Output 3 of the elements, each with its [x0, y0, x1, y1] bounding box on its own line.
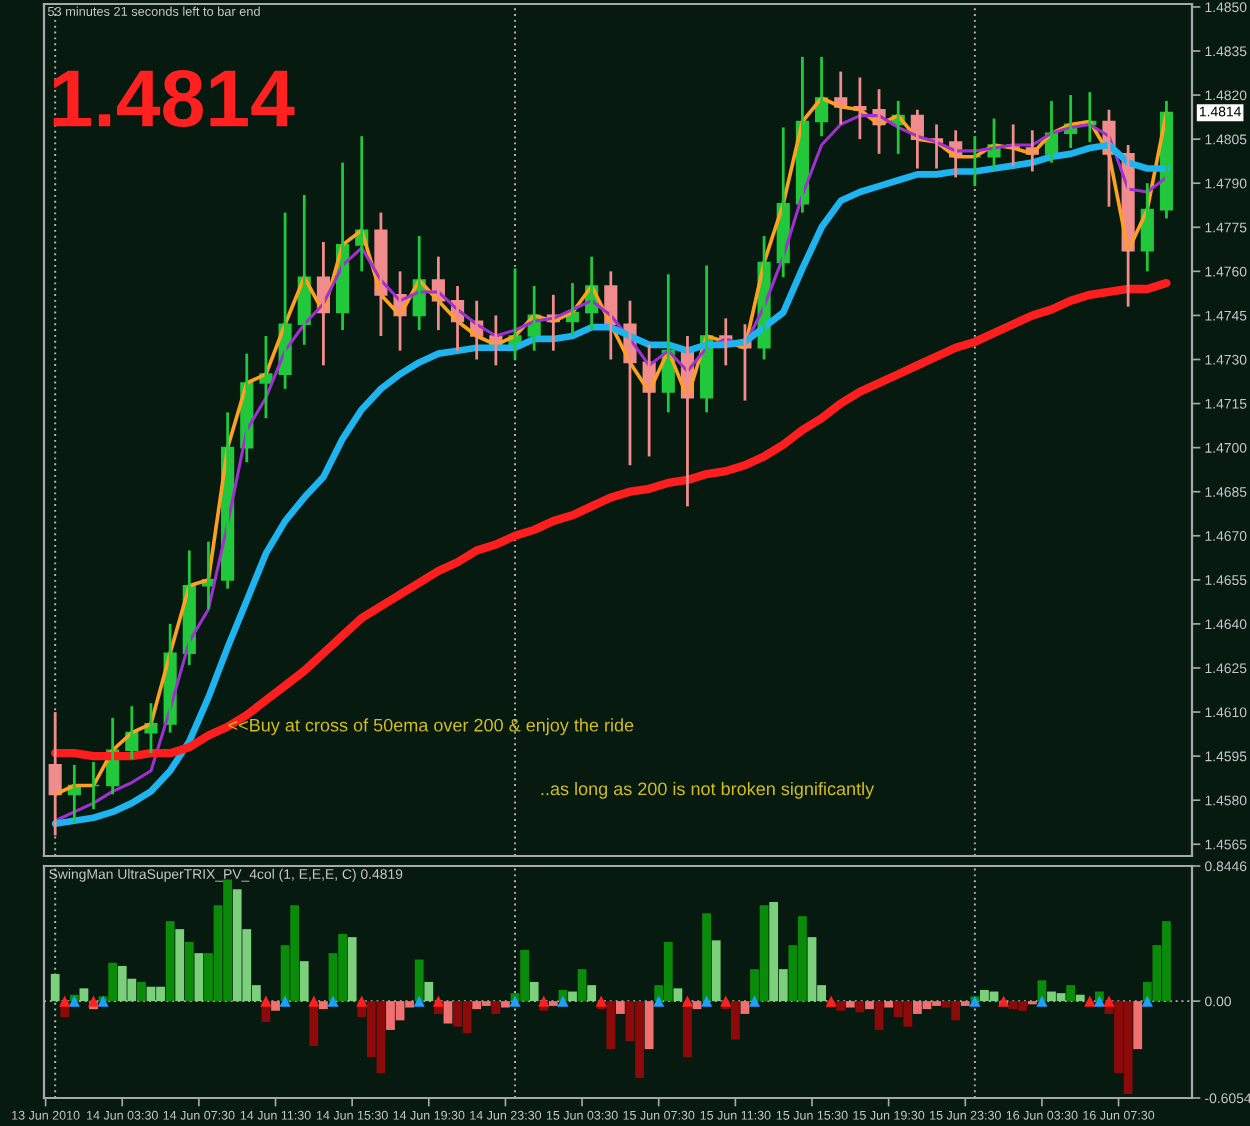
annotation: <<Buy at cross of 50ema over 200 & enjoy the ride [228, 718, 634, 736]
annotation: ..as long as 200 is not broken significantly [541, 781, 875, 799]
annotation: 1.4814 [53, 70, 295, 128]
